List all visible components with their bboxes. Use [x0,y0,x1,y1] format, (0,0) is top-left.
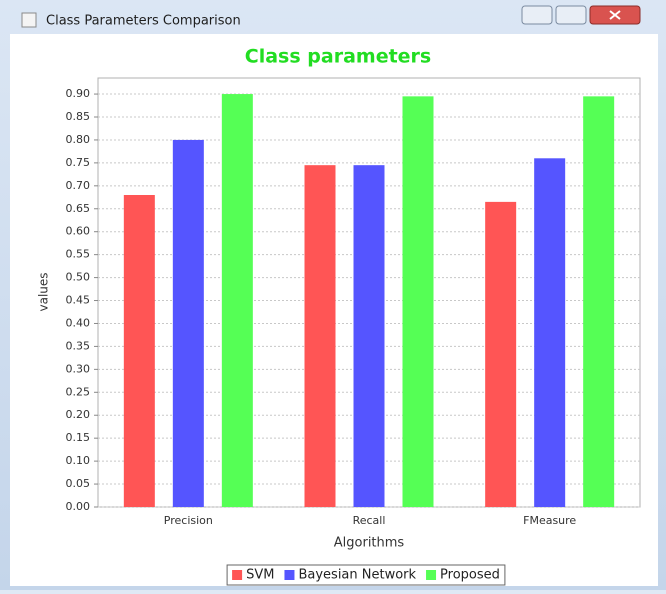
bar [403,96,434,507]
y-tick-label: 0.15 [66,431,91,444]
y-tick-label: 0.75 [66,156,91,169]
x-tick-label: Recall [353,514,386,527]
x-tick-label: FMeasure [523,514,576,527]
y-tick-label: 0.90 [66,87,91,100]
legend-label: SVM [246,568,274,583]
y-tick-label: 0.50 [66,271,91,284]
y-tick-label: 0.65 [66,202,91,215]
y-tick-label: 0.25 [66,385,91,398]
bar [583,96,614,507]
y-tick-label: 0.60 [66,225,91,238]
y-tick-label: 0.35 [66,339,91,352]
legend-swatch [232,570,242,580]
bar [485,202,516,507]
y-tick-label: 0.10 [66,454,91,467]
y-tick-label: 0.05 [66,477,91,490]
bar [305,165,336,507]
y-tick-label: 0.55 [66,248,91,261]
y-axis-label: values [37,272,51,311]
y-tick-label: 0.40 [66,316,91,329]
bar [173,140,204,507]
y-tick-label: 0.70 [66,179,91,192]
bar [124,195,155,507]
bar [534,158,565,507]
window-title: Class Parameters Comparison [46,14,241,29]
legend-swatch [426,570,436,580]
bar [354,165,385,507]
minimize-button[interactable] [522,6,552,24]
chart-title: Class parameters [245,46,431,68]
maximize-button[interactable] [556,6,586,24]
legend-label: Proposed [440,568,500,583]
page: Class Parameters Comparison Class parame… [0,0,666,590]
y-tick-label: 0.20 [66,408,91,421]
y-tick-label: 0.80 [66,133,91,146]
y-tick-label: 0.30 [66,362,91,375]
legend-swatch [284,570,294,580]
y-tick-label: 0.85 [66,110,91,123]
y-tick-label: 0.45 [66,294,91,307]
bar [222,94,253,507]
legend-label: Bayesian Network [298,568,416,583]
x-axis-label: Algorithms [334,536,405,551]
legend: SVM Bayesian Network Proposed [227,565,505,585]
x-tick-label: Precision [164,514,213,527]
window: Class Parameters Comparison Class parame… [0,0,666,590]
y-tick-label: 0.00 [66,500,91,513]
window-icon [22,13,36,27]
